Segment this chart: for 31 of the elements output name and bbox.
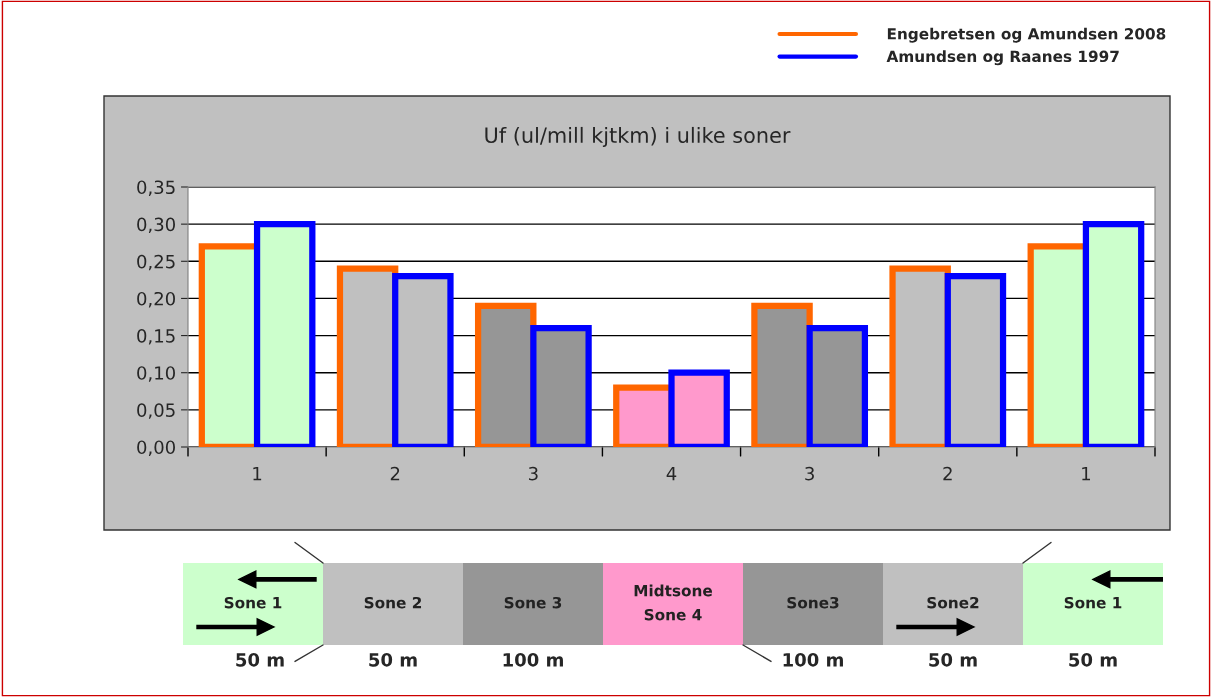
legend-label: Amundsen og Raanes 1997: [886, 50, 1119, 66]
x-tick-label: 1: [253, 467, 262, 481]
y-tick-label: 0,00: [137, 440, 175, 456]
category-label: Sone 1: [1064, 596, 1122, 609]
x-tick-label: 3: [528, 466, 538, 481]
y-tick-label: 0,25: [137, 254, 175, 271]
category-label: Sone2: [927, 596, 979, 609]
y-tick-label: 0,30: [137, 217, 175, 234]
y-tick-label: 0,20: [137, 291, 175, 308]
text: 100 m: [503, 652, 563, 667]
text: 100 m: [783, 652, 843, 667]
y-tick-label: 0,10: [137, 366, 175, 382]
x-tick-label: 3: [805, 466, 814, 481]
text: 50 m: [929, 652, 977, 667]
category-label: Sone3: [787, 596, 839, 609]
y-tick-label: 0,35: [137, 180, 175, 196]
category-label: Midtsone Sone 4: [634, 584, 713, 621]
x-tick-label: 2: [390, 466, 400, 481]
x-tick-label: 2: [943, 466, 952, 481]
text: 50 m: [1069, 652, 1117, 667]
category-label: Sone 2: [364, 596, 422, 609]
y-tick-label: 0,05: [137, 403, 175, 419]
text: 50 m: [369, 652, 417, 667]
chart-title: Uf (ul/mill kjtkm) i ulike soner: [485, 126, 791, 148]
x-tick-label: 4: [666, 467, 677, 481]
category-label: Sone 3: [504, 596, 562, 609]
text: 50 m: [236, 652, 284, 667]
x-tick-label: 1: [1082, 467, 1091, 481]
category-label: Sone 1: [224, 596, 282, 609]
y-tick-label: 0,15: [137, 329, 175, 345]
legend-label: Engebretsen og Amundsen 2008: [887, 27, 1166, 43]
